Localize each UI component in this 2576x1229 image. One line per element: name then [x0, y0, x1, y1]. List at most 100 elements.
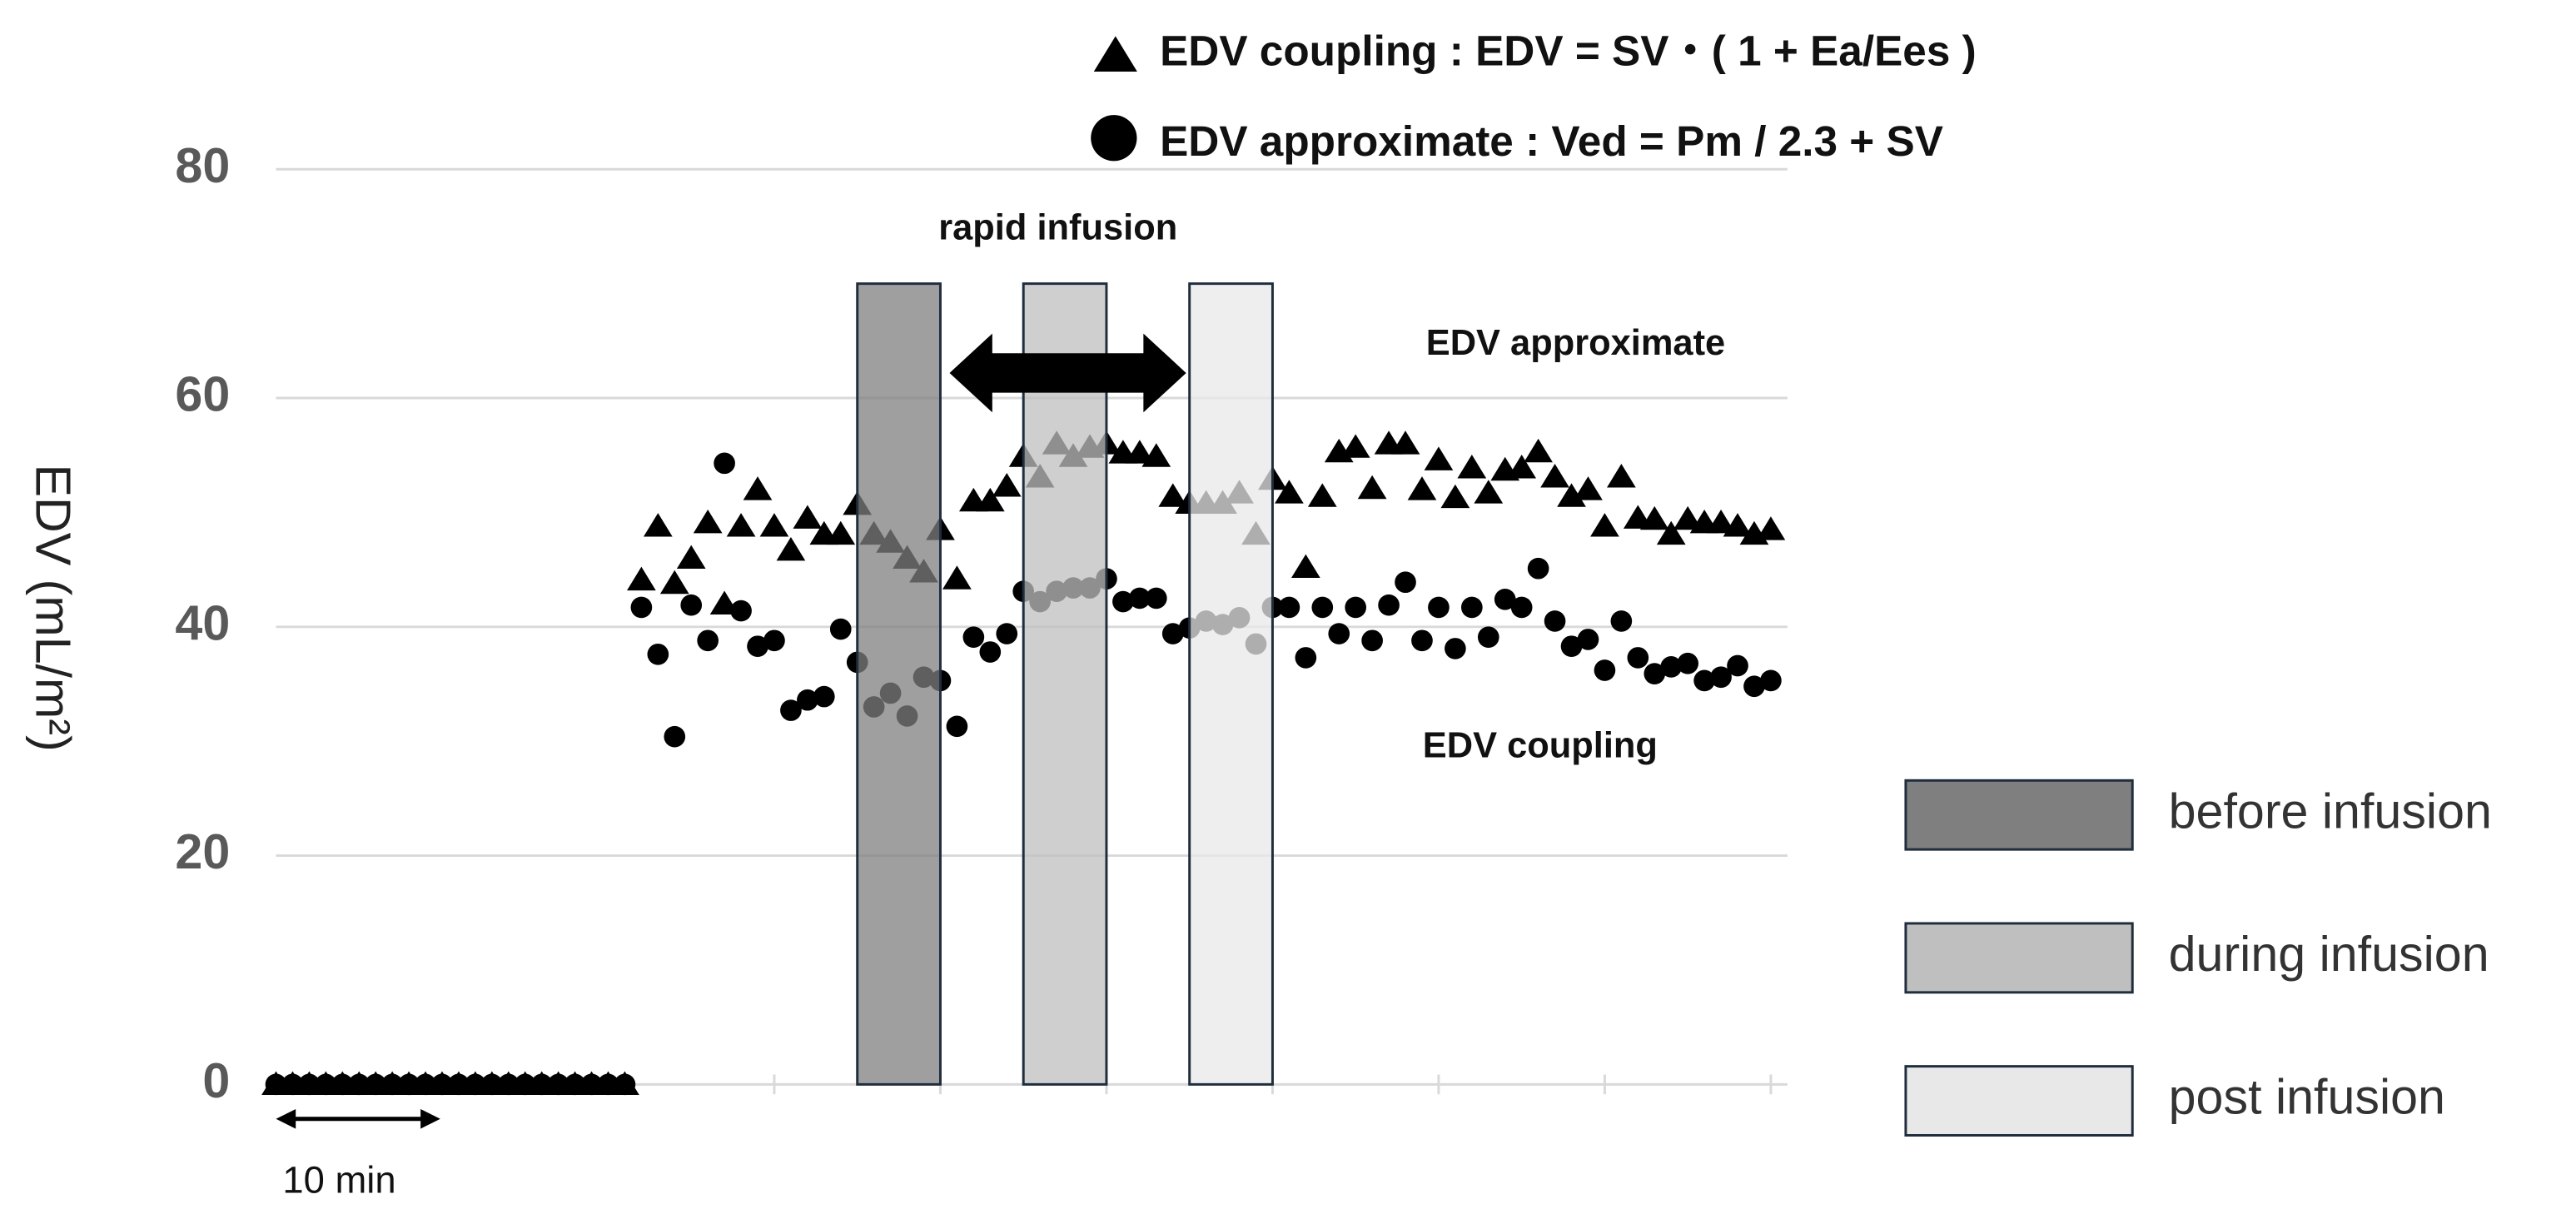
circle-point — [564, 1073, 586, 1096]
circle-point — [1345, 596, 1367, 619]
y-axis-label: EDV (mL/m²) — [26, 464, 82, 751]
circle-point — [996, 623, 1018, 644]
triangle-point — [1158, 483, 1188, 507]
circle-point — [1727, 654, 1748, 677]
circle-point — [1710, 666, 1732, 689]
circle-point — [597, 1073, 619, 1096]
circle-point — [979, 641, 1002, 663]
circle-point — [813, 685, 835, 708]
circle-point — [1311, 596, 1334, 619]
circle-point — [365, 1073, 387, 1096]
circle-point — [481, 1073, 503, 1096]
triangle-point — [1457, 455, 1487, 479]
triangle-point — [1307, 483, 1337, 507]
circle-point — [962, 626, 985, 648]
circle-point — [647, 643, 669, 665]
y-tick-label: 0 — [202, 1052, 230, 1108]
circle-point — [1445, 638, 1466, 659]
triangle-point — [776, 536, 806, 561]
triangle-point — [1357, 475, 1387, 500]
circle-point — [797, 689, 818, 711]
triangle-point — [992, 473, 1022, 497]
y-tick-label: 60 — [175, 366, 230, 422]
triangle-point — [1723, 513, 1753, 537]
triangle-point — [1407, 476, 1437, 500]
circle-point — [780, 699, 802, 721]
circle-point — [1411, 629, 1433, 652]
annotation: EDV coupling — [1423, 725, 1658, 765]
triangle-point — [1607, 464, 1636, 488]
legend-label: EDV approximate : Ved = Pm / 2.3 + SV — [1160, 117, 1943, 165]
triangle-point — [1524, 438, 1553, 463]
circle-point — [697, 629, 719, 652]
triangle-point — [1440, 484, 1470, 509]
triangle-point — [826, 520, 856, 545]
circle-point — [1693, 669, 1715, 692]
circle-point — [714, 452, 735, 475]
circle-point — [431, 1073, 453, 1096]
circle-point — [1112, 590, 1134, 613]
triangle-point — [1424, 446, 1454, 470]
legend-label: during infusion — [2169, 926, 2489, 982]
circle-point — [1660, 656, 1683, 678]
triangle-point — [1290, 554, 1320, 578]
legend-label: EDV coupling : EDV = SV・( 1 + Ea/Ees ) — [1160, 27, 1977, 75]
circle-point — [1644, 663, 1666, 684]
legend-marker — [1093, 36, 1137, 72]
circle-point — [664, 725, 686, 748]
circle-point — [348, 1073, 370, 1096]
circle-point — [298, 1073, 321, 1096]
circle-point — [281, 1073, 304, 1096]
triangle-point — [1590, 513, 1619, 537]
circle-point — [1743, 675, 1765, 698]
circle-point — [1527, 557, 1549, 580]
triangle-point — [1756, 516, 1786, 540]
y-tick-label: 20 — [175, 823, 230, 879]
circle-point — [381, 1073, 403, 1096]
circle-point — [1494, 589, 1516, 610]
triangle-point — [793, 505, 823, 529]
triangle-point — [1390, 430, 1420, 455]
triangle-point — [726, 513, 756, 537]
circle-point — [1278, 596, 1300, 619]
triangle-point — [743, 476, 773, 500]
triangle-point — [1474, 480, 1504, 504]
circle-point — [946, 715, 968, 738]
triangle-point — [1557, 483, 1586, 507]
circle-point — [1510, 596, 1533, 619]
circle-point — [614, 1073, 636, 1096]
region — [856, 282, 942, 1086]
triangle-point — [1141, 443, 1171, 467]
region — [1188, 282, 1274, 1086]
triangle-point — [1540, 464, 1569, 488]
circle-point — [580, 1073, 603, 1096]
circle-point — [1145, 587, 1167, 610]
annotation: rapid infusion — [938, 208, 1177, 248]
triangle-point — [693, 509, 723, 534]
circle-point — [465, 1073, 486, 1096]
circle-point — [1129, 587, 1151, 610]
triangle-point — [975, 487, 1005, 512]
circle-point — [1560, 635, 1583, 657]
circle-point — [747, 635, 768, 657]
legend-label: before infusion — [2169, 783, 2492, 838]
triangle-point — [676, 545, 706, 569]
y-tick-label: 80 — [175, 137, 230, 193]
circle-point — [730, 600, 752, 622]
triangle-point — [1340, 434, 1370, 458]
scale-arrow-head — [420, 1108, 440, 1129]
region — [1022, 282, 1108, 1086]
legend-label: post infusion — [2169, 1069, 2445, 1125]
circle-point — [497, 1073, 520, 1096]
scale-arrow-head — [276, 1108, 296, 1129]
circle-point — [315, 1073, 337, 1096]
triangle-point — [1639, 505, 1669, 530]
legend-swatch — [1904, 779, 2134, 851]
triangle-point — [1275, 480, 1304, 504]
triangle-point — [643, 513, 673, 537]
circle-point — [1428, 596, 1450, 619]
annotation: EDV approximate — [1426, 323, 1725, 363]
circle-point — [1577, 629, 1599, 650]
circle-point — [763, 629, 785, 652]
